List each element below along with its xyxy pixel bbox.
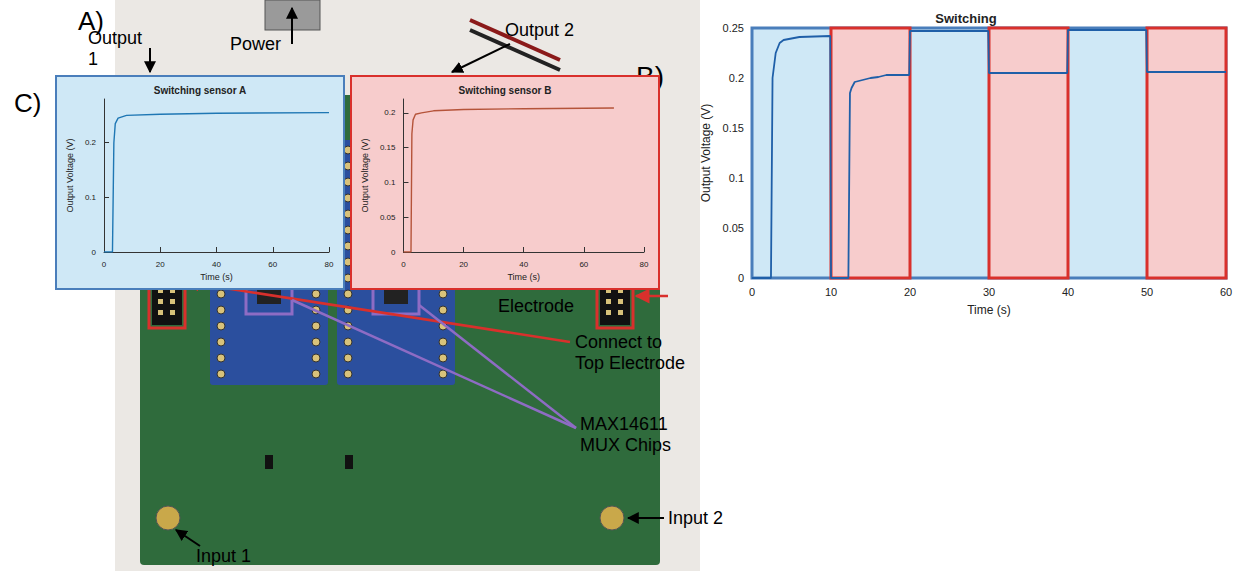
svg-text:Time (s): Time (s)	[200, 272, 233, 282]
svg-text:0.25: 0.25	[723, 22, 744, 34]
svg-text:0.05: 0.05	[723, 222, 744, 234]
svg-text:0.2: 0.2	[729, 72, 744, 84]
svg-text:40: 40	[1062, 286, 1074, 298]
svg-text:Output Voltage (V): Output Voltage (V)	[699, 104, 713, 203]
svg-text:A): A)	[78, 6, 104, 36]
svg-text:Input 2: Input 2	[668, 508, 723, 528]
svg-text:Output Voltage (V): Output Voltage (V)	[65, 138, 75, 212]
svg-text:0: 0	[102, 260, 107, 269]
svg-text:60: 60	[1220, 286, 1232, 298]
svg-text:50: 50	[1141, 286, 1153, 298]
svg-text:0.1: 0.1	[85, 193, 97, 202]
svg-text:Time (s): Time (s)	[967, 303, 1011, 317]
svg-text:Connect toTop Electrode: Connect toTop Electrode	[575, 332, 685, 373]
svg-text:0: 0	[738, 272, 744, 284]
svg-text:Output1: Output1	[88, 28, 142, 69]
svg-text:Time (s): Time (s)	[507, 272, 540, 282]
svg-text:40: 40	[212, 260, 221, 269]
svg-text:MAX14611MUX Chips: MAX14611MUX Chips	[580, 414, 671, 455]
svg-text:Switching sensor A: Switching sensor A	[154, 85, 246, 96]
svg-text:Output 2: Output 2	[505, 20, 574, 40]
svg-text:20: 20	[156, 260, 165, 269]
svg-text:Output Voltage (V): Output Voltage (V)	[360, 138, 370, 212]
svg-text:0.2: 0.2	[384, 108, 396, 117]
svg-text:Power: Power	[230, 34, 281, 54]
svg-text:Electrode: Electrode	[498, 296, 574, 316]
svg-text:80: 80	[325, 260, 334, 269]
svg-text:20: 20	[904, 286, 916, 298]
svg-text:Input 1: Input 1	[196, 546, 251, 566]
svg-text:30: 30	[983, 286, 995, 298]
svg-text:0.15: 0.15	[723, 122, 744, 134]
svg-text:60: 60	[579, 260, 588, 269]
svg-text:10: 10	[825, 286, 837, 298]
svg-text:60: 60	[268, 260, 277, 269]
svg-text:0.05: 0.05	[380, 213, 396, 222]
svg-text:80: 80	[640, 260, 649, 269]
svg-text:0: 0	[92, 248, 97, 257]
svg-text:0.15: 0.15	[380, 143, 396, 152]
svg-text:20: 20	[459, 260, 468, 269]
svg-text:0: 0	[391, 248, 396, 257]
svg-text:40: 40	[519, 260, 528, 269]
svg-text:Switching: Switching	[935, 11, 996, 26]
svg-text:0.1: 0.1	[729, 172, 744, 184]
svg-text:0: 0	[749, 286, 755, 298]
svg-text:C): C)	[14, 88, 41, 118]
svg-text:0.1: 0.1	[384, 178, 396, 187]
svg-text:0.2: 0.2	[85, 138, 97, 147]
svg-text:0: 0	[401, 260, 406, 269]
svg-text:Switching sensor B: Switching sensor B	[459, 85, 552, 96]
